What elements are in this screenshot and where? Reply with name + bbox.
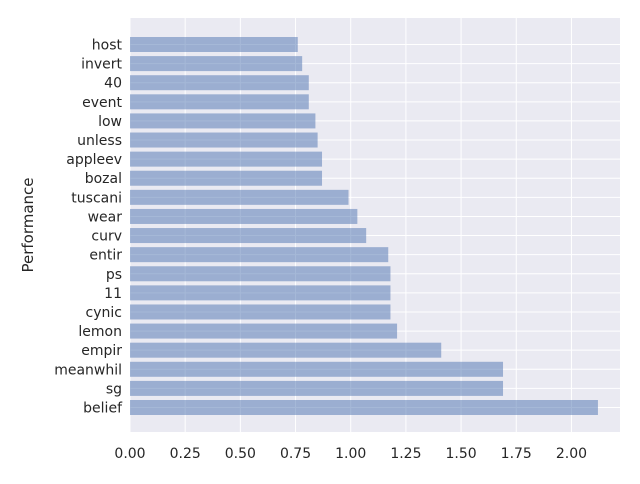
x-tick-label: 1.00: [335, 446, 366, 462]
bar-host: [130, 37, 298, 52]
bar-meanwhil: [130, 361, 504, 377]
y-tick-label: cynic: [86, 305, 122, 321]
y-tick-label: meanwhil: [54, 362, 122, 378]
y-tick-label: invert: [81, 57, 122, 73]
y-tick-label: 40: [104, 76, 122, 92]
x-tick-label: 0.00: [114, 446, 145, 462]
bar-40: [130, 75, 309, 91]
y-tick-label: unless: [77, 133, 122, 149]
y-tick-label: curv: [91, 229, 122, 245]
x-tick-label: 0.50: [225, 446, 256, 462]
y-axis-label: Performance: [19, 177, 37, 272]
y-tick-label: entir: [89, 248, 122, 264]
x-tick-label: 0.25: [170, 446, 201, 462]
x-tick-labels: 0.00 0.25 0.50 0.75 1.00 1.25 1.50 1.75 2.00: [114, 446, 587, 462]
x-tick-label: 1.25: [390, 446, 421, 462]
bar-ps: [130, 266, 391, 282]
y-tick-label: 11: [104, 286, 122, 302]
y-tick-label: low: [98, 114, 122, 130]
bar-empir: [130, 342, 442, 358]
y-tick-label: empir: [81, 343, 122, 359]
bar-appleev: [130, 151, 323, 167]
y-tick-label: belief: [83, 401, 123, 417]
x-tick-label: 2.00: [556, 446, 587, 462]
bar-event: [130, 94, 309, 110]
bar-sg: [130, 380, 504, 396]
y-tick-label: event: [82, 95, 122, 111]
bars: [130, 37, 598, 415]
y-tick-label: bozal: [85, 171, 122, 187]
bar-invert: [130, 56, 303, 72]
y-tick-label: appleev: [66, 152, 122, 168]
y-tick-label: wear: [88, 209, 123, 225]
bar-entir: [130, 247, 389, 263]
bar-wear: [130, 208, 358, 224]
y-tick-label: host: [92, 38, 123, 54]
bar-unless: [130, 132, 318, 148]
bar-low: [130, 113, 316, 129]
y-tick-label: tuscani: [71, 190, 122, 206]
x-tick-label: 1.50: [445, 446, 476, 462]
y-tick-label: lemon: [78, 324, 122, 340]
y-tick-label: sg: [106, 381, 122, 397]
bar-cynic: [130, 304, 391, 320]
bar-bozal: [130, 170, 323, 186]
bar-curv: [130, 228, 367, 244]
bar-11: [130, 285, 391, 301]
x-tick-label: 0.75: [280, 446, 311, 462]
bar-tuscani: [130, 189, 349, 205]
x-tick-label: 1.75: [501, 446, 532, 462]
y-tick-label: ps: [106, 267, 122, 283]
y-tick-labels: host invert 40 event low unless appleev bozal tu…: [54, 38, 123, 417]
bar-lemon: [130, 323, 398, 339]
bar-belief: [130, 400, 598, 415]
